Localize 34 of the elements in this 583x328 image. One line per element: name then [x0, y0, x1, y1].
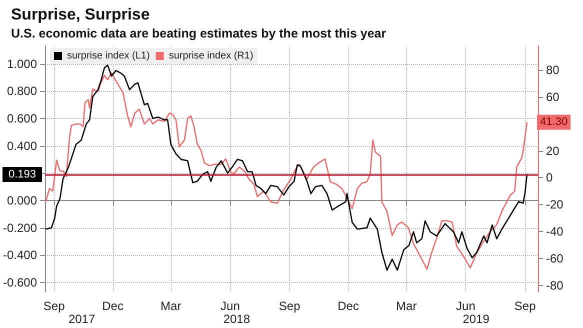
x2-tick-label: 2017 [68, 312, 96, 326]
x-tick-label: Sep [514, 299, 536, 313]
data-label: 41.30 [540, 116, 568, 128]
y-tick-label: 0.000 [6, 193, 38, 208]
x2-tick-label: 2018 [223, 312, 250, 326]
y2-tick-label: -80 [546, 278, 564, 292]
y-tick-label: 0.600 [6, 111, 38, 126]
ref-line-label: 0.193 [8, 168, 36, 180]
y2-tick-label: -40 [546, 224, 564, 239]
y2-tick-label: 60 [546, 90, 560, 104]
y-tick-label: 1.000 [6, 56, 38, 71]
y2-tick-label: 20 [546, 144, 560, 158]
chart-subtitle: U.S. economic data are beating estimates by the most this year [11, 26, 386, 40]
x-tick-label: Dec [338, 299, 359, 313]
y-tick-label: 0.400 [6, 138, 38, 153]
x-tick-label: Sep [43, 299, 66, 313]
y2-tick-label: -20 [546, 198, 564, 212]
x-tick-label: Sep [278, 299, 301, 313]
chart-title: Surprise, Surprise [11, 6, 150, 24]
x-tick-label: Mar [396, 299, 417, 313]
x-tick-label: Dec [102, 299, 124, 313]
y-tick-label: -0.200 [2, 220, 38, 235]
x-tick-label: Mar [160, 299, 182, 313]
y2-tick-label: 80 [546, 63, 560, 78]
x2-tick-label: 2019 [462, 312, 490, 326]
x-tick-label: Jun [456, 299, 476, 313]
y-tick-label: -0.400 [2, 248, 38, 262]
y2-tick-label: -60 [546, 251, 564, 266]
y2-tick-label: 0 [546, 170, 553, 185]
x-tick-label: Jun [220, 299, 240, 313]
legend-label: surprise index (L1) [67, 50, 150, 62]
legend-label: surprise index (R1) [168, 50, 254, 62]
y-tick-label: -0.600 [2, 275, 38, 290]
y-tick-label: 0.800 [6, 84, 38, 98]
